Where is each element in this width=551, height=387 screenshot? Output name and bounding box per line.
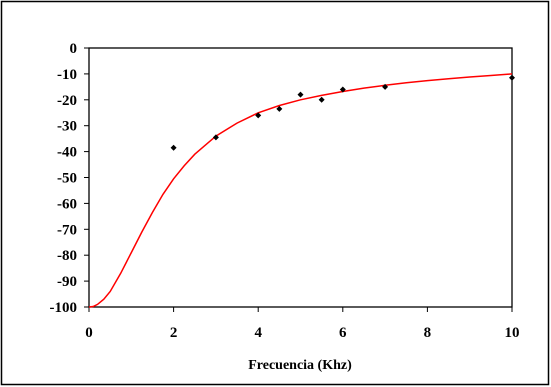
x-tick-label: 8 <box>424 325 432 341</box>
x-axis: 0 2 4 6 8 10 <box>85 307 520 341</box>
y-tick-label: -100 <box>50 300 78 316</box>
y-tick-label: -40 <box>57 145 77 161</box>
y-tick-label: -10 <box>57 67 77 83</box>
y-tick-label: -90 <box>57 274 77 290</box>
x-tick-label: 6 <box>339 325 347 341</box>
y-tick-label: -70 <box>57 222 77 238</box>
data-point-marker <box>318 96 325 103</box>
y-tick-label: -80 <box>57 248 77 264</box>
x-tick-label: 10 <box>505 325 520 341</box>
y-tick-label: -60 <box>57 196 77 212</box>
y-tick-label: -20 <box>57 93 77 109</box>
data-point-marker <box>382 83 389 90</box>
x-tick-label: 0 <box>85 325 93 341</box>
x-tick-label: 4 <box>254 325 262 341</box>
y-tick-label: -50 <box>57 171 77 187</box>
data-point-marker <box>339 86 346 93</box>
fit-curve-line <box>88 73 513 308</box>
data-point-marker <box>509 74 515 81</box>
data-point-marker <box>255 112 262 119</box>
y-tick-label: 0 <box>70 41 78 57</box>
series-layer <box>88 73 515 308</box>
data-point-marker <box>297 91 304 98</box>
x-axis-title: Frecuencia (Khz) <box>248 358 352 373</box>
y-axis: 0 -10 -20 -30 -40 -50 -60 -70 -80 -90 -100 <box>50 41 89 316</box>
data-point-marker <box>170 144 177 151</box>
plot-area <box>88 47 513 308</box>
y-tick-label: -30 <box>57 119 77 135</box>
data-point-marker <box>276 105 283 112</box>
data-point-marker <box>212 134 219 141</box>
x-tick-label: 2 <box>170 325 178 341</box>
